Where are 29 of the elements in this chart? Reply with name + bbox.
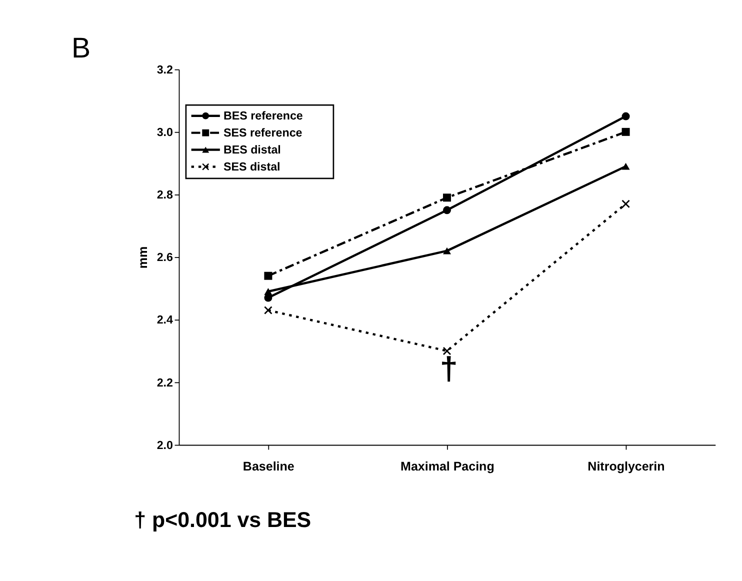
point — [622, 162, 630, 170]
legend-label: SES reference — [223, 126, 303, 140]
point — [442, 346, 451, 355]
point — [442, 194, 451, 202]
point — [264, 288, 272, 295]
legend-label: SES distal — [223, 160, 280, 174]
y-tick-label: 3.0 — [156, 126, 173, 139]
y-tick-label: 3.2 — [156, 63, 173, 76]
point — [622, 128, 630, 136]
y-tick-label: 2.2 — [156, 376, 173, 390]
point — [442, 206, 451, 214]
point — [264, 306, 272, 314]
y-tick-label: 2.8 — [156, 188, 174, 202]
chart-title: B — [72, 32, 91, 65]
x-tick-label: Maximal Pacing — [400, 459, 494, 474]
y-tick-label: 2.0 — [156, 438, 173, 452]
text: † p<0.001 vs BES — [134, 508, 312, 532]
y-tick-label: 2.6 — [156, 251, 174, 264]
point — [442, 247, 451, 254]
point — [622, 200, 630, 208]
y-axis-title: mm — [136, 246, 150, 269]
legend-label: BES distal — [223, 143, 281, 156]
y-tick-label: 2.4 — [156, 314, 174, 327]
x-tick-label: Baseline — [242, 459, 294, 474]
annotation: † — [440, 350, 458, 387]
point — [264, 272, 272, 280]
point — [622, 112, 630, 120]
legend-label: BES reference — [223, 109, 304, 122]
x-tick-label: Nitroglycerin — [588, 459, 665, 474]
